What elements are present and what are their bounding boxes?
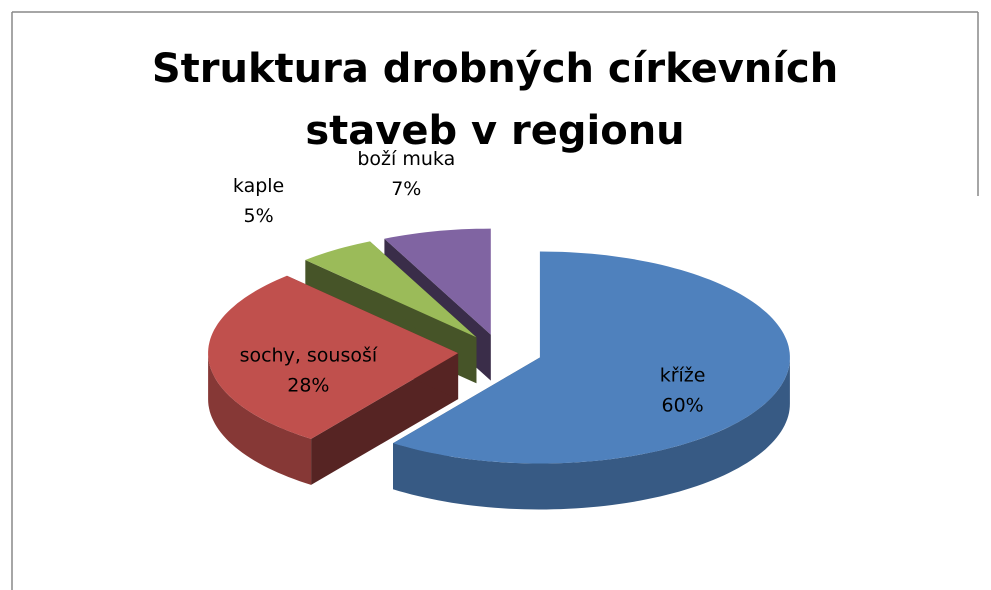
slice [393,251,790,510]
data-label-name: kaple [233,175,284,197]
slice-top [208,275,459,439]
data-label-name: sochy, sousoší [240,344,378,366]
slice-top [393,251,790,464]
data-label-value: 28% [287,374,329,396]
slice-side [311,353,459,485]
slice [208,275,459,485]
data-label-name: kříže [660,364,706,386]
slice-top [384,228,491,335]
slice-side [208,353,312,485]
chart-title: Struktura drobných církevních staveb v r… [151,46,839,154]
data-label-value: 60% [661,394,703,416]
data-label-value: 7% [391,178,421,200]
slice-side [393,357,790,510]
slice-top [305,241,477,338]
data-label-name: boží muka [357,148,455,170]
data-label-value: 5% [244,205,274,227]
